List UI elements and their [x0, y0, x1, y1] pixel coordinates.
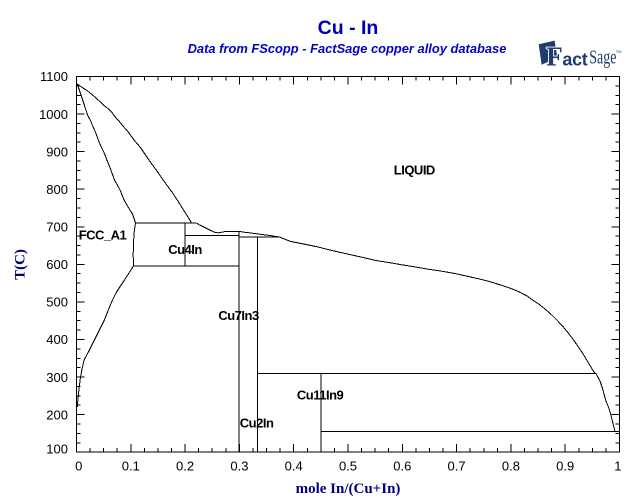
svg-text:0.2: 0.2: [176, 458, 194, 473]
svg-text:100: 100: [46, 441, 68, 456]
svg-text:700: 700: [46, 220, 68, 235]
svg-text:Cu4In: Cu4In: [168, 242, 202, 257]
svg-text:0.5: 0.5: [339, 458, 357, 473]
svg-text:F: F: [546, 42, 563, 72]
svg-text:1: 1: [614, 458, 621, 473]
svg-text:300: 300: [46, 370, 68, 385]
svg-text:0.1: 0.1: [122, 458, 140, 473]
svg-text:1000: 1000: [39, 107, 68, 122]
svg-text:800: 800: [46, 182, 68, 197]
svg-text:900: 900: [46, 144, 68, 159]
svg-text:Cu11In9: Cu11In9: [297, 388, 344, 403]
svg-text:0.9: 0.9: [556, 458, 574, 473]
svg-text:0.4: 0.4: [285, 458, 303, 473]
svg-text:Sage: Sage: [589, 45, 616, 68]
svg-text:TM: TM: [616, 49, 622, 54]
svg-text:200: 200: [46, 407, 68, 422]
svg-text:500: 500: [46, 295, 68, 310]
svg-text:0.8: 0.8: [502, 458, 520, 473]
svg-text:Cu7In3: Cu7In3: [218, 308, 259, 323]
svg-text:600: 600: [46, 257, 68, 272]
svg-text:FCC_A1: FCC_A1: [79, 227, 127, 242]
svg-text:Cu2In: Cu2In: [240, 415, 274, 430]
svg-text:0.6: 0.6: [393, 458, 411, 473]
svg-text:0: 0: [75, 458, 82, 473]
svg-text:LIQUID: LIQUID: [394, 163, 435, 178]
svg-text:1100: 1100: [40, 69, 68, 84]
svg-text:400: 400: [46, 332, 68, 347]
svg-text:act: act: [562, 49, 587, 69]
svg-text:0.3: 0.3: [230, 458, 248, 473]
svg-text:0.7: 0.7: [448, 458, 466, 473]
